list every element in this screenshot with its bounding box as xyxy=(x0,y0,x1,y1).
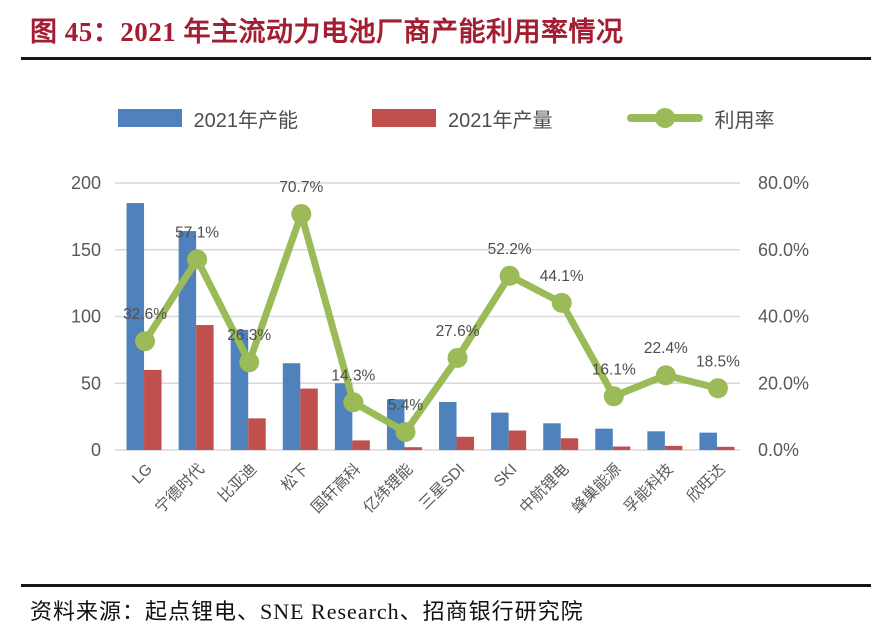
capacity-bar xyxy=(699,432,717,450)
production-legend-swatch xyxy=(372,109,436,127)
category-label: 松下 xyxy=(277,460,312,495)
right-axis-tick-label: 20.0% xyxy=(758,373,809,393)
utilization-data-label: 57.1% xyxy=(175,224,219,241)
production-bar xyxy=(248,418,266,450)
utilization-data-label: 32.6% xyxy=(123,306,167,323)
utilization-data-label: 22.4% xyxy=(644,340,688,357)
left-axis-tick-label: 50 xyxy=(81,373,101,393)
combo-chart: 0 0.0% 50 20.0% 100 40.0% 150 60.0% 200 80.0% 32.6… xyxy=(71,173,809,517)
legend-item-utilization: 利用率 xyxy=(626,104,775,133)
category-label: 比亚迪 xyxy=(214,460,260,506)
category-label: 三星SDI xyxy=(416,461,468,513)
production-bar xyxy=(612,446,631,450)
footer-divider xyxy=(21,584,871,587)
production-bar xyxy=(560,438,579,450)
utilization-marker xyxy=(239,352,260,373)
utilization-data-label: 16.1% xyxy=(592,361,636,378)
right-axis-tick-label: 0.0% xyxy=(758,440,799,460)
category-label: 国轩高科 xyxy=(308,460,365,517)
capacity-bar xyxy=(543,423,561,450)
utilization-marker xyxy=(447,347,468,368)
utilization-marker xyxy=(291,204,312,225)
utilization-marker xyxy=(707,378,728,399)
utilization-marker xyxy=(343,392,364,413)
legend-item-capacity: 2021年产能 xyxy=(117,104,299,133)
category-label: LG xyxy=(129,461,156,488)
category-label: SKI xyxy=(491,461,521,491)
production-bar xyxy=(508,430,527,450)
capacity-bar xyxy=(439,401,457,450)
utilization-data-label: 26.3% xyxy=(227,327,271,344)
utilization-data-label: 70.7% xyxy=(279,179,323,196)
right-axis-tick-label: 80.0% xyxy=(758,173,809,193)
title-divider xyxy=(21,57,871,60)
category-label: 蜂巢能源 xyxy=(568,460,625,517)
utilization-legend-swatch xyxy=(626,108,703,128)
production-bar xyxy=(144,369,162,450)
utilization-marker xyxy=(551,292,572,313)
production-bar xyxy=(716,446,735,450)
figure-title: 图 45：2021 年主流动力电池厂商产能利用率情况 xyxy=(30,17,624,47)
right-axis-tick-label: 40.0% xyxy=(758,307,809,327)
utilization-data-label: 52.2% xyxy=(488,241,532,258)
left-axis-tick-label: 150 xyxy=(71,240,101,260)
utilization-marker xyxy=(603,386,624,407)
capacity-bar xyxy=(595,428,613,450)
legend-label-capacity: 2021年产能 xyxy=(193,109,299,132)
utilization-marker xyxy=(187,249,208,270)
capacity-legend-swatch xyxy=(117,109,182,127)
chart-legend: 2021年产能 2021年产量 利用率 xyxy=(0,104,892,132)
production-bar xyxy=(664,445,683,450)
utilization-marker xyxy=(655,365,676,386)
utilization-data-label: 44.1% xyxy=(540,268,584,285)
production-bar xyxy=(404,447,422,450)
utilization-data-label: 27.6% xyxy=(436,323,480,340)
utilization-data-label: 5.4% xyxy=(388,397,424,414)
utilization-data-label: 14.3% xyxy=(331,367,375,384)
source-citation: 资料来源：起点锂电、SNE Research、招商银行研究院 xyxy=(30,599,584,624)
utilization-marker-icon xyxy=(654,108,675,128)
utilization-marker xyxy=(395,421,416,442)
production-bar xyxy=(196,325,214,450)
left-axis-tick-label: 0 xyxy=(91,440,101,460)
capacity-bar xyxy=(282,363,301,450)
production-bar xyxy=(456,436,475,450)
utilization-marker xyxy=(499,265,520,286)
category-label: 中航锂电 xyxy=(516,460,573,517)
capacity-bar xyxy=(491,412,509,450)
legend-label-production: 2021年产量 xyxy=(448,109,553,132)
capacity-bar xyxy=(126,203,145,450)
production-bar xyxy=(352,440,370,450)
production-bar xyxy=(300,388,318,450)
category-label: 孚能科技 xyxy=(620,460,677,517)
capacity-bar xyxy=(647,431,665,450)
utilization-marker xyxy=(135,331,156,352)
utilization-data-label: 18.5% xyxy=(696,353,740,370)
left-axis-tick-label: 200 xyxy=(71,173,101,193)
category-label: 亿纬锂能 xyxy=(360,460,417,517)
category-label: 宁德时代 xyxy=(151,460,208,517)
legend-label-utilization: 利用率 xyxy=(714,109,775,132)
right-axis-tick-label: 60.0% xyxy=(758,240,809,260)
category-label: 欣旺达 xyxy=(683,460,729,506)
legend-item-production: 2021年产量 xyxy=(372,104,553,133)
left-axis-tick-label: 100 xyxy=(71,307,101,327)
